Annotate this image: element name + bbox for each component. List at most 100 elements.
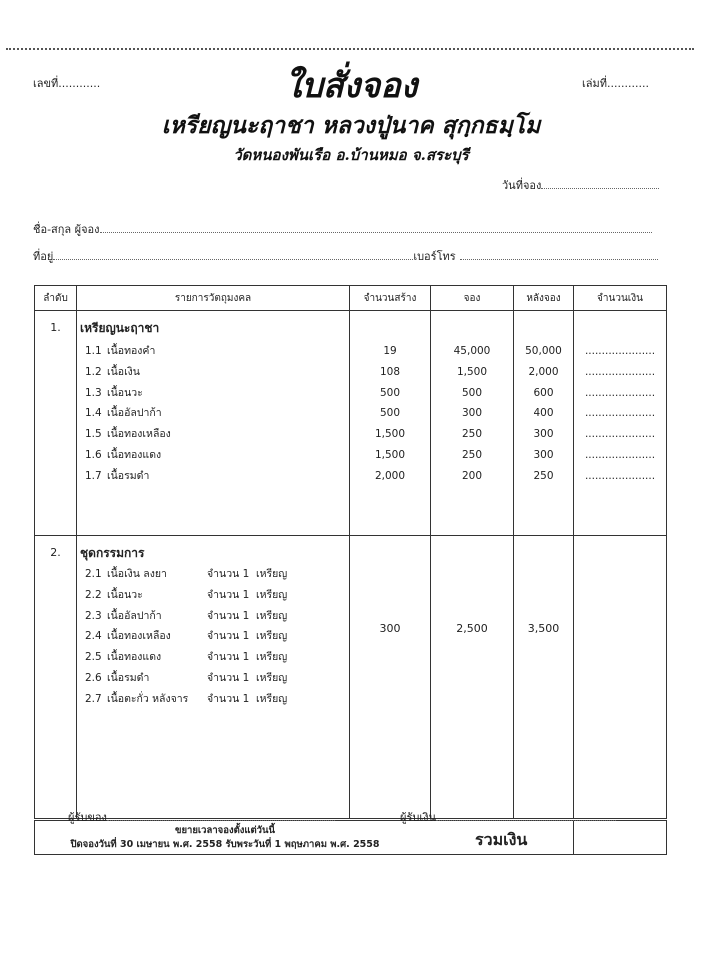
item-name: เนื้อทองแดง	[107, 651, 162, 664]
item-code: 2.4	[85, 630, 102, 643]
item-code: 1.3	[85, 386, 102, 399]
item-amount-field[interactable]: .....................	[584, 365, 656, 378]
section-number: 2.	[34, 535, 77, 821]
item-quantity: จำนวน 1 เหรียญ	[207, 630, 288, 643]
receiver-goods-signature[interactable]: ผู้รับของ	[68, 808, 335, 826]
item-amount-field[interactable]: .....................	[584, 407, 656, 420]
item-amount-field[interactable]: .....................	[584, 428, 656, 441]
item-after: 300	[533, 448, 554, 461]
item-code: 1.4	[85, 407, 102, 420]
item-made: 19	[383, 345, 397, 357]
item-after: 400	[533, 407, 554, 420]
item-name: เนื้อรมดำ	[107, 469, 150, 482]
item-quantity: จำนวน 1 เหรียญ	[207, 651, 288, 664]
address-label: ที่อยู่	[33, 250, 54, 263]
item-name: เนื้อทองเหลือง	[107, 428, 171, 441]
list-item: 1.5 เนื้อทองเหลือง	[77, 424, 349, 445]
item-reserve: 500	[461, 386, 483, 399]
col-order: ลำดับ	[34, 285, 77, 311]
doc-number-label: เลขที่............	[33, 77, 101, 90]
item-quantity: จำนวน 1 เหรียญ	[207, 671, 288, 684]
list-item: 2.4 เนื้อทองเหลือง จำนวน 1 เหรียญ	[77, 626, 349, 647]
item-name: เนื้อทองแดง	[107, 448, 162, 461]
col-made: จำนวนสร้าง	[349, 285, 431, 311]
list-item: 2.3 เนื้ออัลปาก้า จำนวน 1 เหรียญ	[77, 606, 349, 627]
item-name: เนื้ออัลปาก้า	[107, 609, 162, 622]
item-code: 1.5	[85, 428, 102, 441]
col-after: หลังจอง	[513, 285, 574, 311]
item-quantity: จำนวน 1 เหรียญ	[207, 568, 288, 580]
list-item: 2.1 เนื้อเงิน ลงยา จำนวน 1 เหรียญ	[77, 564, 349, 585]
item-code: 1.2	[85, 365, 102, 378]
list-item: 1.2 เนื้อเงิน	[77, 362, 349, 383]
item-name: เนื้อเงิน ลงยา	[107, 568, 167, 580]
section-title: เหรียญนะฤาชา	[80, 321, 160, 335]
set-made: 300	[349, 535, 431, 821]
list-item: 1.6 เนื้อทองแดง	[77, 445, 349, 466]
item-made: 500	[379, 386, 401, 399]
phone-label: เบอร์โทร	[413, 250, 456, 263]
booking-date-label: วันที่จอง	[502, 179, 542, 192]
item-quantity: จำนวน 1 เหรียญ	[207, 692, 288, 705]
total-amount[interactable]	[573, 819, 667, 855]
table-section-2: 2. ชุดกรรมการ 2.1 เนื้อเงิน ลงยา จำนวน 1 เ…	[34, 535, 667, 821]
item-reserve: 1,500	[456, 365, 488, 378]
table-section-1: 1. เหรียญนะฤาชา 1.1 เนื้อทองคำ 1.2 เนื้อเงิ…	[34, 310, 667, 536]
extension-note: ขยายเวลาจองตั้งแต่วันนี้	[174, 824, 276, 836]
item-name: เนื้อตะกั่ว หลังจาร	[107, 692, 189, 705]
col-reserve: จอง	[430, 285, 514, 311]
list-item: 1.4 เนื้ออัลปาก้า	[77, 403, 349, 424]
section-title: ชุดกรรมการ	[80, 546, 145, 560]
item-code: 2.6	[85, 671, 102, 684]
item-made: 108	[379, 365, 401, 378]
book-number-label: เล่มที่............	[582, 77, 649, 90]
item-made: 2,000	[374, 469, 406, 482]
list-item: 1.3 เนื้อนวะ	[77, 383, 349, 404]
address-field[interactable]: ที่อยู่ เบอร์โทร	[33, 247, 658, 265]
name-field[interactable]: ชื่อ-สกุล ผู้จอง	[33, 220, 652, 238]
item-name: เนื้ออัลปาก้า	[107, 407, 162, 420]
item-amount-field[interactable]: .....................	[584, 345, 656, 357]
item-code: 1.7	[85, 469, 102, 482]
set-amount[interactable]	[573, 535, 667, 821]
table-header: ลำดับ รายการวัตถุมงคล จำนวนสร้าง จอง หลั…	[34, 285, 667, 311]
item-reserve: 250	[461, 428, 483, 441]
page-subtitle: เหรียญนะฤาชา หลวงปู่นาค สุกฺกธมฺโม	[161, 112, 541, 139]
col-item: รายการวัตถุมงคล	[76, 285, 350, 311]
col-amount: จำนวนเงิน	[573, 285, 667, 311]
item-amount-field[interactable]: .....................	[584, 448, 656, 461]
set-reserve: 2,500	[430, 535, 514, 821]
item-made: 500	[379, 407, 401, 420]
section-number: 1.	[34, 310, 77, 536]
cut-line	[6, 48, 694, 50]
item-made: 1,500	[374, 448, 406, 461]
item-after: 50,000	[525, 345, 562, 357]
item-amount-field[interactable]: .....................	[584, 469, 656, 482]
item-code: 2.3	[85, 609, 102, 622]
item-reserve: 250	[461, 448, 483, 461]
total-label: รวมเงิน	[475, 830, 528, 849]
item-after: 250	[533, 469, 554, 482]
item-code: 2.7	[85, 692, 102, 705]
item-quantity: จำนวน 1 เหรียญ	[207, 588, 288, 601]
item-amount-field[interactable]: .....................	[584, 386, 656, 399]
closing-note: ปิดจองวันที่ 30 เมษายน พ.ศ. 2558 รับพระว…	[70, 838, 380, 850]
receiver-money-signature[interactable]: ผู้รับเงิน	[400, 808, 616, 826]
booking-date-field[interactable]: วันที่จอง	[502, 176, 660, 194]
item-name: เนื้อทองเหลือง	[107, 630, 171, 643]
item-name: เนื้อนวะ	[107, 588, 143, 601]
item-code: 2.2	[85, 588, 102, 601]
receiver-goods-label: ผู้รับของ	[68, 811, 107, 824]
item-name: เนื้อรมดำ	[107, 671, 150, 684]
item-code: 2.5	[85, 651, 102, 664]
item-code: 1.6	[85, 448, 102, 461]
item-code: 1.1	[85, 345, 102, 357]
item-reserve: 45,000	[453, 345, 491, 357]
item-name: เนื้อทองคำ	[107, 345, 156, 357]
item-quantity: จำนวน 1 เหรียญ	[207, 609, 288, 622]
receiver-money-label: ผู้รับเงิน	[400, 811, 436, 824]
list-item: 2.7 เนื้อตะกั่ว หลังจาร จำนวน 1 เหรียญ	[77, 689, 349, 710]
name-label: ชื่อ-สกุล ผู้จอง	[33, 223, 100, 236]
item-made: 1,500	[374, 428, 406, 441]
list-item: 1.1 เนื้อทองคำ	[77, 341, 349, 362]
